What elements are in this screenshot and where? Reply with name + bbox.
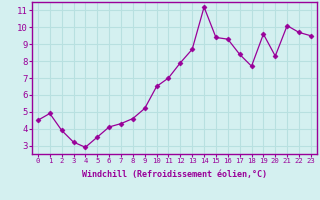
X-axis label: Windchill (Refroidissement éolien,°C): Windchill (Refroidissement éolien,°C) [82, 170, 267, 179]
